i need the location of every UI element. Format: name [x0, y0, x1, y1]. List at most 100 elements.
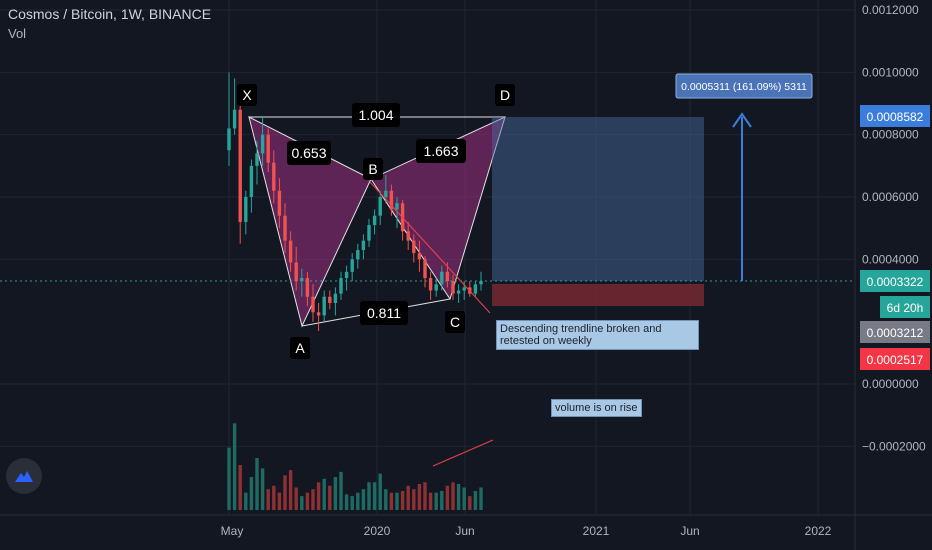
y-tick-label: 0.0004000: [862, 252, 919, 266]
volume-bar: [350, 496, 354, 510]
candle-body: [440, 271, 444, 285]
candle-body: [479, 281, 483, 285]
volume-bar: [367, 482, 371, 510]
volume-bar: [462, 487, 466, 510]
x-tick-label: 2021: [583, 524, 610, 538]
candle-body: [227, 128, 231, 151]
y-tick-label: 0.0008000: [862, 128, 919, 142]
price-label-text: 0.0008582: [867, 110, 924, 124]
x-tick-label: Jun: [455, 524, 474, 538]
volume-bar: [255, 458, 259, 510]
x-tick-label: May: [221, 524, 244, 538]
stop-zone-box: [492, 284, 704, 306]
volume-bar: [238, 464, 242, 510]
volume-bar: [440, 490, 444, 510]
point-label-b: B: [368, 161, 377, 177]
candle-body: [445, 271, 450, 282]
volume-bar: [328, 485, 332, 510]
candle-body: [372, 215, 377, 226]
price-label-text: 0.0003322: [867, 275, 924, 289]
volume-bar: [412, 489, 416, 510]
candle-body: [328, 296, 332, 303]
volume-bar: [288, 470, 293, 510]
volume-bar: [244, 492, 248, 510]
candle-body: [451, 281, 455, 294]
point-label-d: D: [500, 87, 510, 103]
point-label-box: [237, 84, 257, 106]
volume-bar: [473, 490, 478, 510]
ratio-label: 1.004: [358, 107, 393, 123]
price-label-countdown: [880, 296, 930, 318]
price-label-target: [860, 105, 930, 127]
ratio-label-box: [352, 103, 400, 127]
ratio-label-box: [360, 301, 408, 325]
candle-body: [423, 259, 427, 279]
volume-bar: [277, 492, 282, 510]
ratio-label: 0.653: [291, 145, 326, 161]
y-tick-label: 0.0010000: [862, 65, 919, 79]
candle-body: [389, 190, 394, 210]
volume-bar: [389, 492, 394, 510]
projection-label: 0.0005311 (161.09%) 5311: [681, 81, 807, 93]
candle-body: [311, 296, 315, 313]
projection-label-box: [675, 73, 813, 99]
candle-body: [272, 162, 276, 191]
volume-bar: [260, 468, 265, 510]
volume-bar: [311, 489, 315, 510]
point-label-box: [363, 158, 383, 180]
volume-bar: [479, 487, 483, 510]
candle-body: [434, 284, 438, 291]
volume-bar: [428, 492, 433, 510]
candle-body: [339, 278, 343, 294]
volume-bar: [294, 487, 298, 510]
ratio-label: 1.663: [423, 143, 458, 159]
price-label-text: 0.0002517: [867, 353, 924, 367]
volume-bar: [372, 482, 377, 510]
price-label-last: [860, 321, 930, 343]
point-label-box: [495, 84, 515, 106]
point-label-a: A: [295, 340, 305, 356]
candle-body: [462, 287, 466, 291]
volume-bar: [456, 484, 461, 510]
candle-body: [277, 190, 282, 216]
volume-bar: [266, 489, 270, 510]
candle-body: [406, 231, 410, 241]
volume-bar: [445, 485, 450, 510]
volume-indicator-label[interactable]: Vol: [8, 26, 27, 41]
volume-bar: [322, 478, 326, 510]
x-tick-label: 2020: [364, 524, 391, 538]
volume-bar: [384, 489, 388, 510]
x-tick-label: 2022: [805, 524, 832, 538]
volume-bar: [423, 482, 427, 510]
candle-body: [456, 290, 461, 294]
candle-body: [260, 134, 265, 154]
volume-bar: [339, 471, 343, 510]
candle-body: [417, 253, 422, 260]
price-label-text: 0.0003212: [867, 326, 924, 340]
volume-annotation[interactable]: volume is on rise: [551, 399, 642, 417]
target-zone-box: [492, 117, 704, 281]
volume-bar: [333, 477, 338, 510]
candle-body: [288, 240, 293, 263]
chart-title: Cosmos / Bitcoin, 1W, BINANCE: [8, 6, 212, 22]
y-tick-label: 0.0000000: [862, 377, 919, 391]
volume-bar: [378, 473, 382, 510]
candle-body: [344, 271, 349, 279]
candle-body: [361, 240, 366, 250]
volume-bar: [232, 423, 237, 510]
candle-body: [238, 109, 242, 222]
candle-body: [384, 190, 388, 197]
volume-bar: [468, 496, 472, 510]
y-tick-label: 0.0012000: [862, 3, 919, 17]
trendline-annotation[interactable]: Descending trendline broken and retested…: [496, 320, 699, 350]
candle-body: [322, 296, 326, 316]
volume-bar: [406, 485, 410, 510]
volume-bar: [249, 477, 254, 510]
point-label-box: [290, 337, 310, 359]
volume-bar: [395, 492, 399, 510]
volume-trendline: [432, 439, 494, 467]
candle-body: [428, 278, 433, 291]
volume-bar: [272, 485, 276, 510]
tradingview-logo-icon[interactable]: [6, 458, 42, 494]
